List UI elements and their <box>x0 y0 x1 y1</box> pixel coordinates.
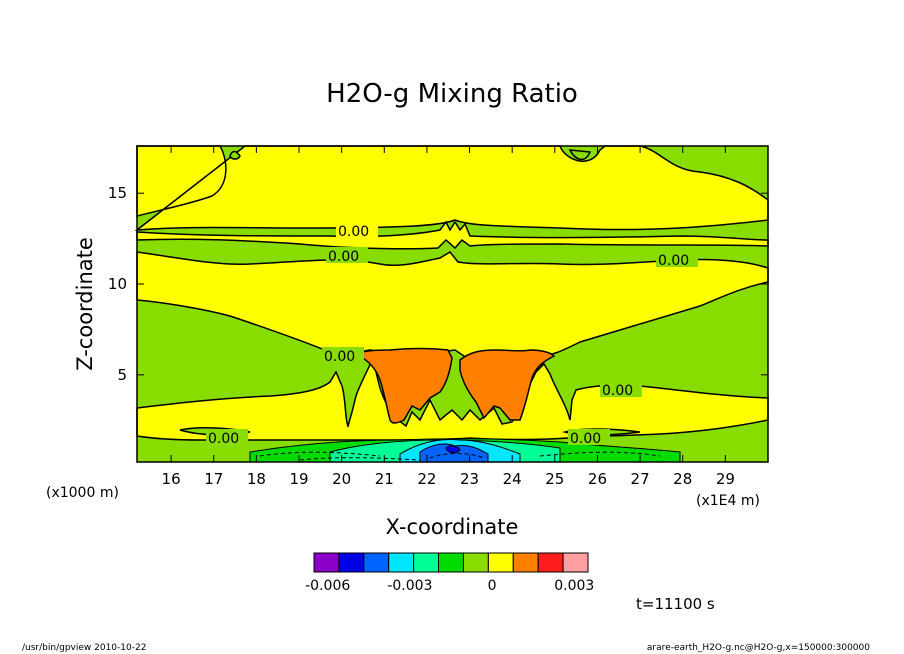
colorbar-tick-label: 0.003 <box>554 578 594 594</box>
region-green-top-right <box>568 149 592 161</box>
contour-label-2: 0.00 <box>328 249 359 265</box>
colorbar: -0.006 -0.003 0 0.003 <box>305 552 594 594</box>
region-yellow-upper <box>134 145 769 231</box>
x-tick-label: 25 <box>545 470 564 488</box>
plot-frame <box>136 145 769 463</box>
negative-contours <box>259 451 661 461</box>
x-tick-label: 18 <box>247 470 266 488</box>
colorbar-swatch <box>487 552 514 573</box>
region-green-top-left <box>229 150 241 160</box>
colorbar-swatch <box>413 552 440 573</box>
x-axis-label: X-coordinate <box>386 515 519 539</box>
x-tick-label: 24 <box>503 470 522 488</box>
contour-label-6: 0.00 <box>208 431 239 447</box>
contour-label-5: 0.00 <box>602 383 633 399</box>
colorbar-swatch <box>562 552 589 573</box>
x-tick-label: 23 <box>460 470 479 488</box>
y-axis-label: Z-coordinate <box>73 237 97 371</box>
footer-left: /usr/bin/gpview 2010-10-22 <box>22 643 146 653</box>
region-orange-right <box>459 349 556 421</box>
x-tick-label: 29 <box>716 470 735 488</box>
colorbar-swatch <box>462 552 489 573</box>
footer-right: arare-earth_H2O-g.nc@H2O-g,x=150000:3000… <box>647 643 870 653</box>
colorbar-swatch <box>338 552 365 573</box>
x-tick-label: 19 <box>289 470 308 488</box>
region-orange-left <box>354 347 453 424</box>
time-label: t=11100 s <box>636 595 715 613</box>
contour-label-3: 0.00 <box>658 253 689 269</box>
x-tick-label: 21 <box>375 470 394 488</box>
x-tick-label: 27 <box>631 470 650 488</box>
x-axis: 16 17 18 19 20 21 22 23 24 25 26 27 28 29 <box>162 146 735 488</box>
colorbar-swatch <box>512 552 539 573</box>
x-tick-label: 22 <box>417 470 436 488</box>
y-tick-label: 15 <box>108 184 127 202</box>
contour-label-4: 0.00 <box>324 349 355 365</box>
colorbar-tick-label: -0.003 <box>387 578 432 594</box>
chart-title: H2O-g Mixing Ratio <box>326 79 578 109</box>
colorbar-swatch <box>438 552 464 573</box>
contour-labels: 0.00 0.00 0.00 0.00 0.00 0.00 0.00 <box>206 222 698 447</box>
x-tick-label: 17 <box>204 470 223 488</box>
contour-label-1: 0.00 <box>338 224 369 240</box>
x-scale-label: (x1E4 m) <box>696 493 760 509</box>
colorbar-swatch <box>313 552 340 573</box>
region-darkblue-spot <box>445 445 461 454</box>
colorbar-swatch <box>363 552 390 573</box>
colorbar-swatch <box>388 552 415 573</box>
colorbar-tick-label: 0 <box>488 578 497 594</box>
plot-area <box>134 145 769 463</box>
y-tick-label: 5 <box>117 366 127 384</box>
x-tick-label: 20 <box>332 470 351 488</box>
y-tick-label: 10 <box>108 275 127 293</box>
x-tick-label: 26 <box>588 470 607 488</box>
colorbar-tick-label: -0.006 <box>305 578 350 594</box>
colorbar-swatch <box>537 552 564 573</box>
y-scale-label: (x1000 m) <box>46 485 119 501</box>
x-tick-label: 28 <box>673 470 692 488</box>
contour-label-7: 0.00 <box>570 431 601 447</box>
y-axis: 5 10 15 <box>108 184 768 384</box>
x-tick-label: 16 <box>162 470 181 488</box>
